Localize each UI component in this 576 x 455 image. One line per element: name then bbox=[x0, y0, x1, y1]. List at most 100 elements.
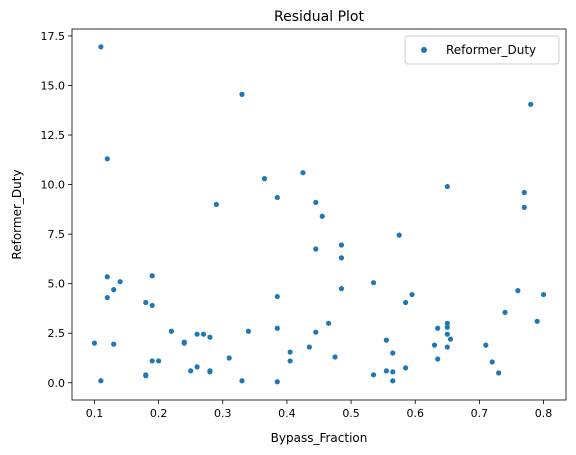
data-point bbox=[194, 331, 200, 337]
data-point bbox=[261, 176, 268, 182]
data-point bbox=[104, 274, 110, 280]
data-point bbox=[496, 370, 502, 376]
data-point bbox=[274, 379, 280, 385]
y-tick-label: 15.0 bbox=[41, 79, 66, 92]
data-point bbox=[444, 331, 450, 337]
chart-title: Residual Plot bbox=[274, 9, 364, 25]
x-axis-ticks: 0.1 0.2 0.3 0.4 0.5 0.6 0.7 0.8 bbox=[86, 400, 553, 420]
data-point bbox=[111, 341, 117, 347]
data-point bbox=[383, 368, 389, 374]
data-point bbox=[274, 293, 280, 300]
data-point bbox=[245, 328, 252, 334]
x-tick-label: 0.8 bbox=[535, 407, 553, 420]
data-point bbox=[143, 373, 149, 379]
data-point bbox=[226, 355, 232, 361]
data-point bbox=[435, 356, 441, 362]
data-point bbox=[444, 320, 450, 326]
data-point bbox=[239, 378, 245, 384]
data-point bbox=[444, 324, 450, 330]
data-point bbox=[149, 358, 155, 364]
data-point bbox=[98, 378, 104, 384]
data-point bbox=[117, 279, 123, 285]
data-point bbox=[502, 309, 508, 315]
legend: Reformer_Duty bbox=[404, 35, 560, 65]
data-point bbox=[370, 280, 377, 286]
data-point bbox=[194, 364, 200, 370]
data-point bbox=[431, 342, 438, 348]
data-point bbox=[207, 369, 213, 375]
data-point bbox=[390, 369, 396, 375]
y-tick-label: 10.0 bbox=[41, 179, 66, 192]
x-tick-label: 0.6 bbox=[406, 407, 424, 420]
legend-marker bbox=[421, 47, 427, 53]
data-point bbox=[403, 299, 409, 306]
data-point bbox=[435, 325, 441, 331]
y-axis-label: Reformer_Duty bbox=[10, 169, 24, 259]
data-point bbox=[534, 318, 540, 324]
plot-area-frame bbox=[71, 28, 567, 401]
x-tick-label: 0.3 bbox=[214, 407, 232, 420]
x-tick-label: 0.1 bbox=[86, 407, 104, 420]
y-tick-label: 7.5 bbox=[48, 228, 66, 241]
data-point bbox=[98, 44, 104, 50]
data-point bbox=[313, 199, 319, 206]
data-point bbox=[332, 354, 338, 360]
data-point bbox=[104, 156, 110, 162]
legend-box bbox=[404, 35, 560, 65]
data-point bbox=[181, 340, 187, 346]
legend-label: Reformer_Duty bbox=[446, 43, 536, 57]
data-point bbox=[409, 291, 415, 298]
data-point bbox=[239, 91, 245, 97]
data-point bbox=[104, 294, 110, 301]
data-point bbox=[521, 189, 527, 196]
data-point bbox=[540, 291, 547, 298]
data-point bbox=[207, 334, 213, 340]
data-point bbox=[338, 255, 345, 261]
data-point bbox=[338, 242, 345, 248]
data-point bbox=[313, 246, 319, 252]
data-point bbox=[274, 194, 280, 201]
x-tick-label: 0.7 bbox=[471, 407, 489, 420]
data-point bbox=[200, 331, 207, 337]
data-point bbox=[489, 359, 495, 365]
y-axis-ticks: 0.0 2.5 5.0 7.5 10.0 12.5 15.0 17.5 bbox=[41, 30, 72, 390]
data-point bbox=[447, 336, 454, 342]
data-point bbox=[403, 365, 409, 371]
scatter-points bbox=[91, 44, 547, 385]
x-axis-label: Bypass_Fraction bbox=[271, 431, 368, 445]
data-point bbox=[287, 358, 293, 364]
data-point bbox=[483, 342, 489, 348]
data-point bbox=[188, 368, 194, 374]
data-point bbox=[444, 183, 450, 190]
data-point bbox=[515, 288, 521, 294]
data-point bbox=[149, 273, 155, 279]
data-point bbox=[156, 358, 162, 364]
data-point bbox=[313, 329, 319, 335]
data-point bbox=[111, 287, 117, 293]
x-tick-label: 0.2 bbox=[150, 407, 168, 420]
y-tick-label: 17.5 bbox=[41, 30, 66, 43]
y-tick-label: 12.5 bbox=[41, 129, 66, 142]
data-point bbox=[383, 337, 389, 343]
y-tick-label: 2.5 bbox=[48, 327, 66, 340]
data-point bbox=[91, 340, 98, 346]
data-point bbox=[326, 320, 332, 326]
data-point bbox=[149, 302, 155, 309]
data-point bbox=[168, 328, 175, 334]
x-tick-label: 0.4 bbox=[278, 407, 296, 420]
data-point bbox=[143, 299, 149, 306]
y-tick-label: 0.0 bbox=[48, 377, 66, 390]
data-point bbox=[338, 286, 345, 292]
data-point bbox=[274, 325, 280, 331]
data-point bbox=[528, 101, 534, 107]
data-point bbox=[287, 349, 293, 355]
data-point bbox=[390, 350, 396, 356]
data-point bbox=[306, 344, 312, 350]
data-point bbox=[396, 232, 402, 238]
data-point bbox=[521, 204, 527, 210]
data-point bbox=[319, 213, 325, 219]
x-tick-label: 0.5 bbox=[342, 407, 360, 420]
data-point bbox=[300, 170, 306, 176]
data-point bbox=[370, 372, 377, 378]
